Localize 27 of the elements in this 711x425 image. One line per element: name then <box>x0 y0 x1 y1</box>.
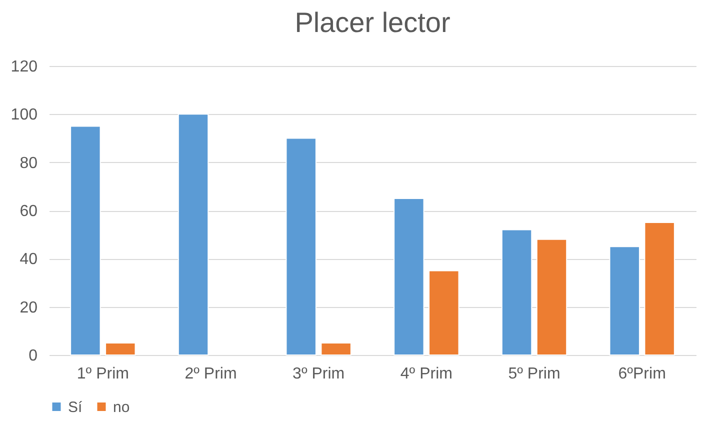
y-tick-label: 40 <box>20 251 38 268</box>
y-tick-label: 80 <box>20 154 38 172</box>
bar <box>286 138 316 356</box>
x-tick-label: 5º Prim <box>508 366 560 382</box>
bar <box>70 126 101 356</box>
y-tick-label: 20 <box>20 299 38 316</box>
legend-label: Sí <box>68 398 84 416</box>
bar <box>644 222 675 356</box>
bar <box>105 342 136 356</box>
x-tick-label: 6ºPrim <box>618 366 666 382</box>
y-tick-label: 100 <box>10 106 38 124</box>
x-tick-label: 1º Prim <box>76 366 129 382</box>
y-tick-label: 120 <box>10 58 38 76</box>
bar <box>428 270 460 356</box>
bar <box>178 114 209 356</box>
chart-title: Placer lector <box>294 7 450 38</box>
x-tick-label: 4º Prim <box>400 366 452 382</box>
x-tick-label: 2º Prim <box>184 366 237 382</box>
bar <box>320 342 352 356</box>
y-tick-label: 60 <box>20 203 38 220</box>
y-tick-label: 0 <box>28 348 38 364</box>
bar <box>536 238 568 356</box>
bar <box>394 198 424 356</box>
x-tick-label: 3º Prim <box>292 366 345 382</box>
bar <box>501 229 532 356</box>
legend-label: no <box>113 398 130 416</box>
bar <box>609 246 640 356</box>
